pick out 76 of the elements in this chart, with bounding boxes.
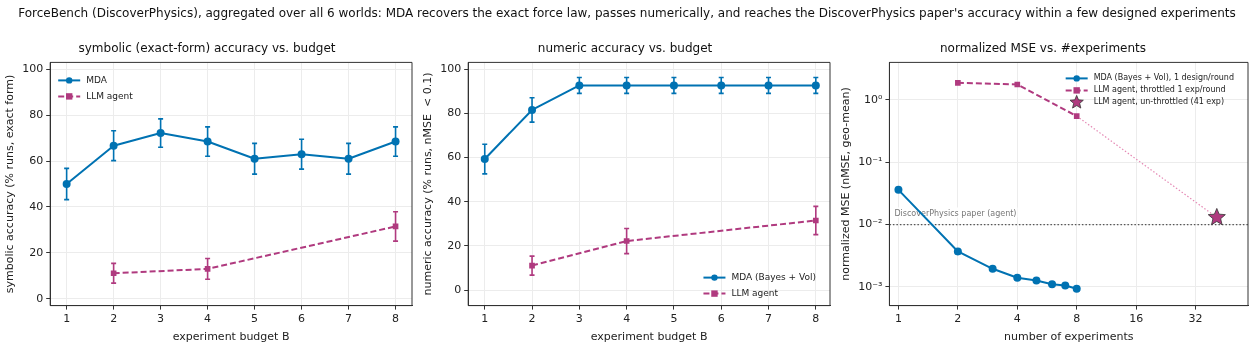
x-tick-label: 1	[894, 312, 902, 326]
x-tick-label: 5	[251, 312, 259, 326]
point	[250, 154, 259, 163]
x-axis-title: number of experiments	[1003, 330, 1134, 344]
point	[204, 266, 211, 272]
point	[109, 141, 118, 150]
x-tick-label: 8	[1073, 312, 1081, 326]
legend-label: LLM agent, throttled 1 exp/round	[1093, 85, 1226, 95]
y-tick-label: 10⁻¹	[858, 155, 883, 169]
x-axis-title: experiment budget B	[172, 330, 290, 344]
point	[391, 137, 400, 146]
y-tick-label: 40	[447, 194, 462, 208]
chart-title: symbolic (exact-form) accuracy vs. budget	[78, 41, 336, 56]
point	[156, 129, 165, 138]
y-axis-title: normalized MSE (nMSE, geo-mean)	[839, 87, 853, 281]
y-tick-label: 60	[447, 150, 462, 164]
point	[203, 137, 212, 146]
point	[110, 270, 117, 277]
x-tick-label: 32	[1188, 312, 1203, 326]
legend-label: LLM agent, un-throttled (41 exp)	[1093, 97, 1225, 107]
x-tick-label: 4	[623, 312, 631, 326]
chart-title: numeric accuracy vs. budget	[537, 41, 713, 56]
y-tick-label: 10⁻³	[858, 279, 883, 293]
legend-label: MDA (Bayes + Vol), 1 design/round	[1093, 73, 1235, 83]
text: ForceBench (DiscoverPhysics), aggregated over all 6 worlds: MDA recovers the exact force law, passes numerically, and reaches the DiscoverPhysics paper's accuracy within a few designed experiments	[17, 6, 1237, 20]
point	[575, 81, 584, 90]
y-axis-title: symbolic accuracy (% runs, exact form)	[3, 74, 17, 294]
x-tick-label: 7	[345, 312, 353, 326]
x-tick-label: 8	[812, 312, 820, 326]
y-tick-label: 0	[454, 282, 462, 296]
x-tick-label: 3	[575, 312, 583, 326]
point	[344, 154, 353, 163]
y-tick-label: 80	[29, 108, 44, 122]
y-tick-label: 20	[447, 238, 462, 252]
x-tick-label: 1	[481, 312, 489, 326]
point	[297, 150, 306, 159]
point	[529, 262, 535, 269]
y-tick-label: 10⁻²	[858, 217, 883, 231]
legend-label: MDA (Bayes + Vol)	[731, 271, 816, 282]
x-axis-title: experiment budget B	[590, 330, 708, 344]
y-tick-label: 10⁰	[863, 92, 883, 106]
y-tick-label: 40	[29, 199, 44, 213]
x-tick-label: 4	[1013, 312, 1021, 326]
x-tick-label: 4	[204, 312, 212, 326]
y-tick-label: 80	[447, 106, 462, 120]
y-tick-label: 100	[22, 62, 44, 76]
legend-label: LLM agent	[86, 90, 134, 101]
y-tick-label: 60	[29, 153, 44, 167]
x-tick-label: 16	[1129, 312, 1144, 326]
x-tick-label: 2	[110, 312, 118, 326]
x-tick-label: 6	[717, 312, 725, 326]
point	[717, 81, 726, 90]
point	[812, 217, 819, 224]
x-tick-label: 2	[954, 312, 962, 326]
point	[811, 81, 820, 90]
legend-label: MDA	[86, 74, 108, 85]
x-tick-label: 2	[528, 312, 536, 326]
point	[764, 81, 773, 90]
y-tick-label: 0	[36, 291, 44, 305]
point	[669, 81, 678, 90]
x-tick-label: 7	[765, 312, 773, 326]
x-tick-label: 1	[63, 312, 71, 326]
point	[480, 155, 489, 164]
y-tick-label: 20	[29, 245, 44, 259]
x-tick-label: 5	[670, 312, 678, 326]
x-tick-label: 8	[392, 312, 400, 326]
point	[528, 105, 537, 114]
y-tick-label: 100	[440, 61, 462, 75]
point	[62, 180, 71, 188]
point	[623, 238, 630, 244]
legend-label: LLM agent	[731, 287, 779, 298]
point	[622, 81, 631, 90]
x-tick-label: 3	[157, 312, 165, 326]
y-axis-title: numeric accuracy (% runs, nMSE < 0.1)	[421, 72, 435, 296]
x-tick-label: 6	[298, 312, 306, 326]
chart-title: normalized MSE vs. #experiments	[939, 41, 1147, 56]
